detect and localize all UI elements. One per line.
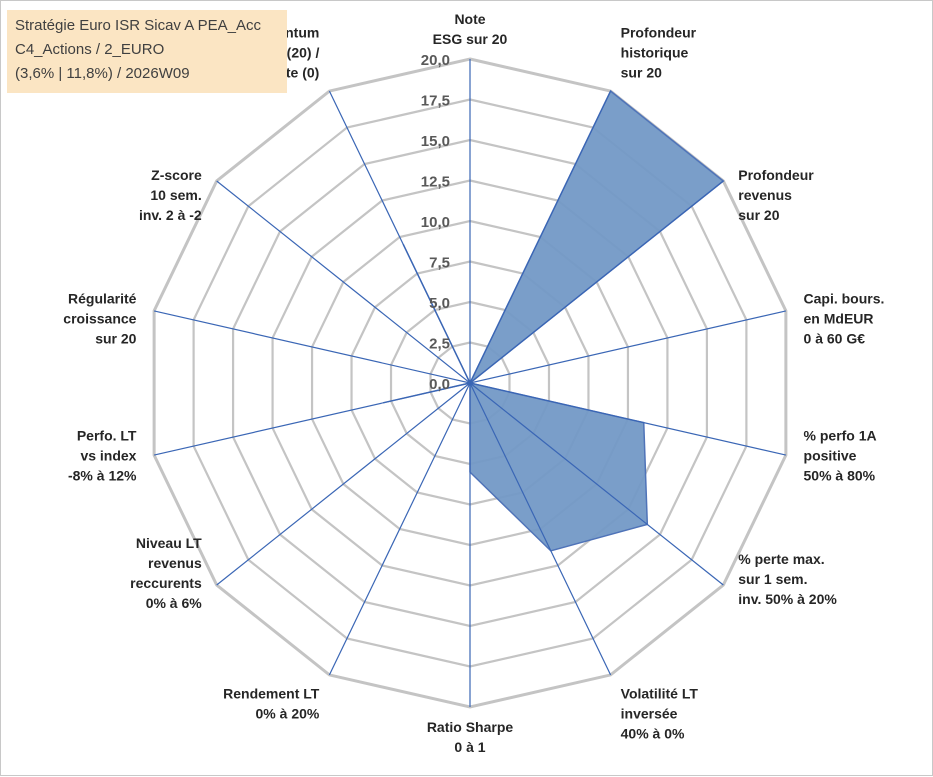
- axis-label-line: % perte max.: [738, 551, 824, 567]
- axis-label-line: % perfo 1A: [804, 428, 877, 444]
- radial-tick-label: 20,0: [421, 52, 450, 69]
- axis-label-line: sur 1 sem.: [738, 571, 807, 587]
- radial-tick-label: 10,0: [421, 214, 450, 231]
- chart-title-line-3: (3,6% | 11,8%) / 2026W09: [15, 62, 287, 86]
- axis-label-line: 50% à 80%: [804, 468, 876, 484]
- radial-tick-label: 2,5: [429, 336, 450, 353]
- axis-label-line: Capi. bours.: [804, 290, 885, 306]
- axis-label-line: inv. 2 à -2: [139, 207, 202, 223]
- axis-label-line: 0% à 20%: [256, 706, 320, 722]
- axis-label-line: Perfo. LT: [77, 428, 137, 444]
- axis-label-line: Profondeur: [621, 24, 697, 40]
- chart-title-line-2: C4_Actions / 2_EURO: [15, 38, 287, 62]
- axis-label-line: positive: [804, 448, 857, 464]
- axis-label-line: Niveau LT: [136, 535, 202, 551]
- radial-tick-label: 7,5: [429, 255, 450, 272]
- axis-label-line: historique: [621, 44, 689, 60]
- axis-label-2: Profondeur revenus sur 20: [738, 167, 814, 223]
- axis-label-1: Profondeur historique sur 20: [621, 24, 697, 80]
- axis-labels: Note ESG sur 20 Profondeur historique sur 20…: [63, 11, 884, 755]
- axis-label-line: revenus: [738, 187, 792, 203]
- axis-label-line: 0 à 60 G€: [804, 330, 866, 346]
- axis-label-line: ESG sur 20: [433, 31, 508, 47]
- radial-tick-labels: 0,0 2,5 5,0 7,5 10,0 12,5 15,0 17,5 20,0: [421, 52, 450, 393]
- axis-label-line: sur 20: [738, 207, 779, 223]
- axis-spoke-8: [329, 383, 470, 675]
- axis-label-line: inv. 50% à 20%: [738, 591, 837, 607]
- axis-label-line: reccurents: [130, 575, 202, 591]
- axis-label-line: en MdEUR: [804, 310, 874, 326]
- axis-label-line: Profondeur: [738, 167, 814, 183]
- axis-label-line: Ratio Sharpe: [427, 719, 514, 735]
- axis-label-11: Régularité croissance sur 20: [63, 290, 136, 346]
- chart-title-box: Stratégie Euro ISR Sicav A PEA_Acc C4_Ac…: [7, 10, 287, 93]
- axis-label-line: vs index: [80, 448, 136, 464]
- axis-label-line: sur 20: [621, 64, 662, 80]
- axis-label-4: % perfo 1A positive 50% à 80%: [804, 428, 877, 484]
- axis-label-line: Régularité: [68, 290, 137, 306]
- axis-label-6: Volatilité LT inversée 40% à 0%: [621, 686, 699, 742]
- axis-label-10: Perfo. LT vs index -8% à 12%: [68, 428, 137, 484]
- axis-label-line: 10 sem.: [150, 187, 201, 203]
- axis-label-7: Ratio Sharpe 0 à 1: [427, 719, 514, 755]
- chart-title-line-1: Stratégie Euro ISR Sicav A PEA_Acc: [15, 14, 287, 38]
- radial-tick-label: 5,0: [429, 295, 450, 312]
- axis-label-line: Volatilité LT: [621, 686, 699, 702]
- axis-label-8: Rendement LT 0% à 20%: [223, 686, 320, 722]
- axis-label-line: Rendement LT: [223, 686, 320, 702]
- radial-tick-label: 15,0: [421, 133, 450, 150]
- axis-label-line: Note: [454, 11, 485, 27]
- axis-label-12: Z-score 10 sem. inv. 2 à -2: [139, 167, 202, 223]
- axis-label-5: % perte max. sur 1 sem. inv. 50% à 20%: [738, 551, 837, 607]
- axis-label-3: Capi. bours. en MdEUR 0 à 60 G€: [804, 290, 885, 346]
- axis-label-line: revenus: [148, 555, 202, 571]
- radial-tick-label: 12,5: [421, 174, 450, 191]
- axis-label-line: inversée: [621, 706, 678, 722]
- axis-label-0: Note ESG sur 20: [433, 11, 508, 47]
- axis-label-line: sur 20: [95, 330, 136, 346]
- axis-label-line: Z-score: [151, 167, 202, 183]
- axis-label-line: -8% à 12%: [68, 468, 137, 484]
- radial-tick-label: 17,5: [421, 93, 450, 110]
- axis-label-line: 0% à 6%: [146, 595, 203, 611]
- axis-label-line: croissance: [63, 310, 136, 326]
- axis-label-line: 0 à 1: [454, 739, 485, 755]
- axis-label-9: Niveau LT revenus reccurents 0% à 6%: [130, 535, 202, 611]
- axis-label-line: 40% à 0%: [621, 726, 685, 742]
- radial-tick-label: 0,0: [429, 376, 450, 393]
